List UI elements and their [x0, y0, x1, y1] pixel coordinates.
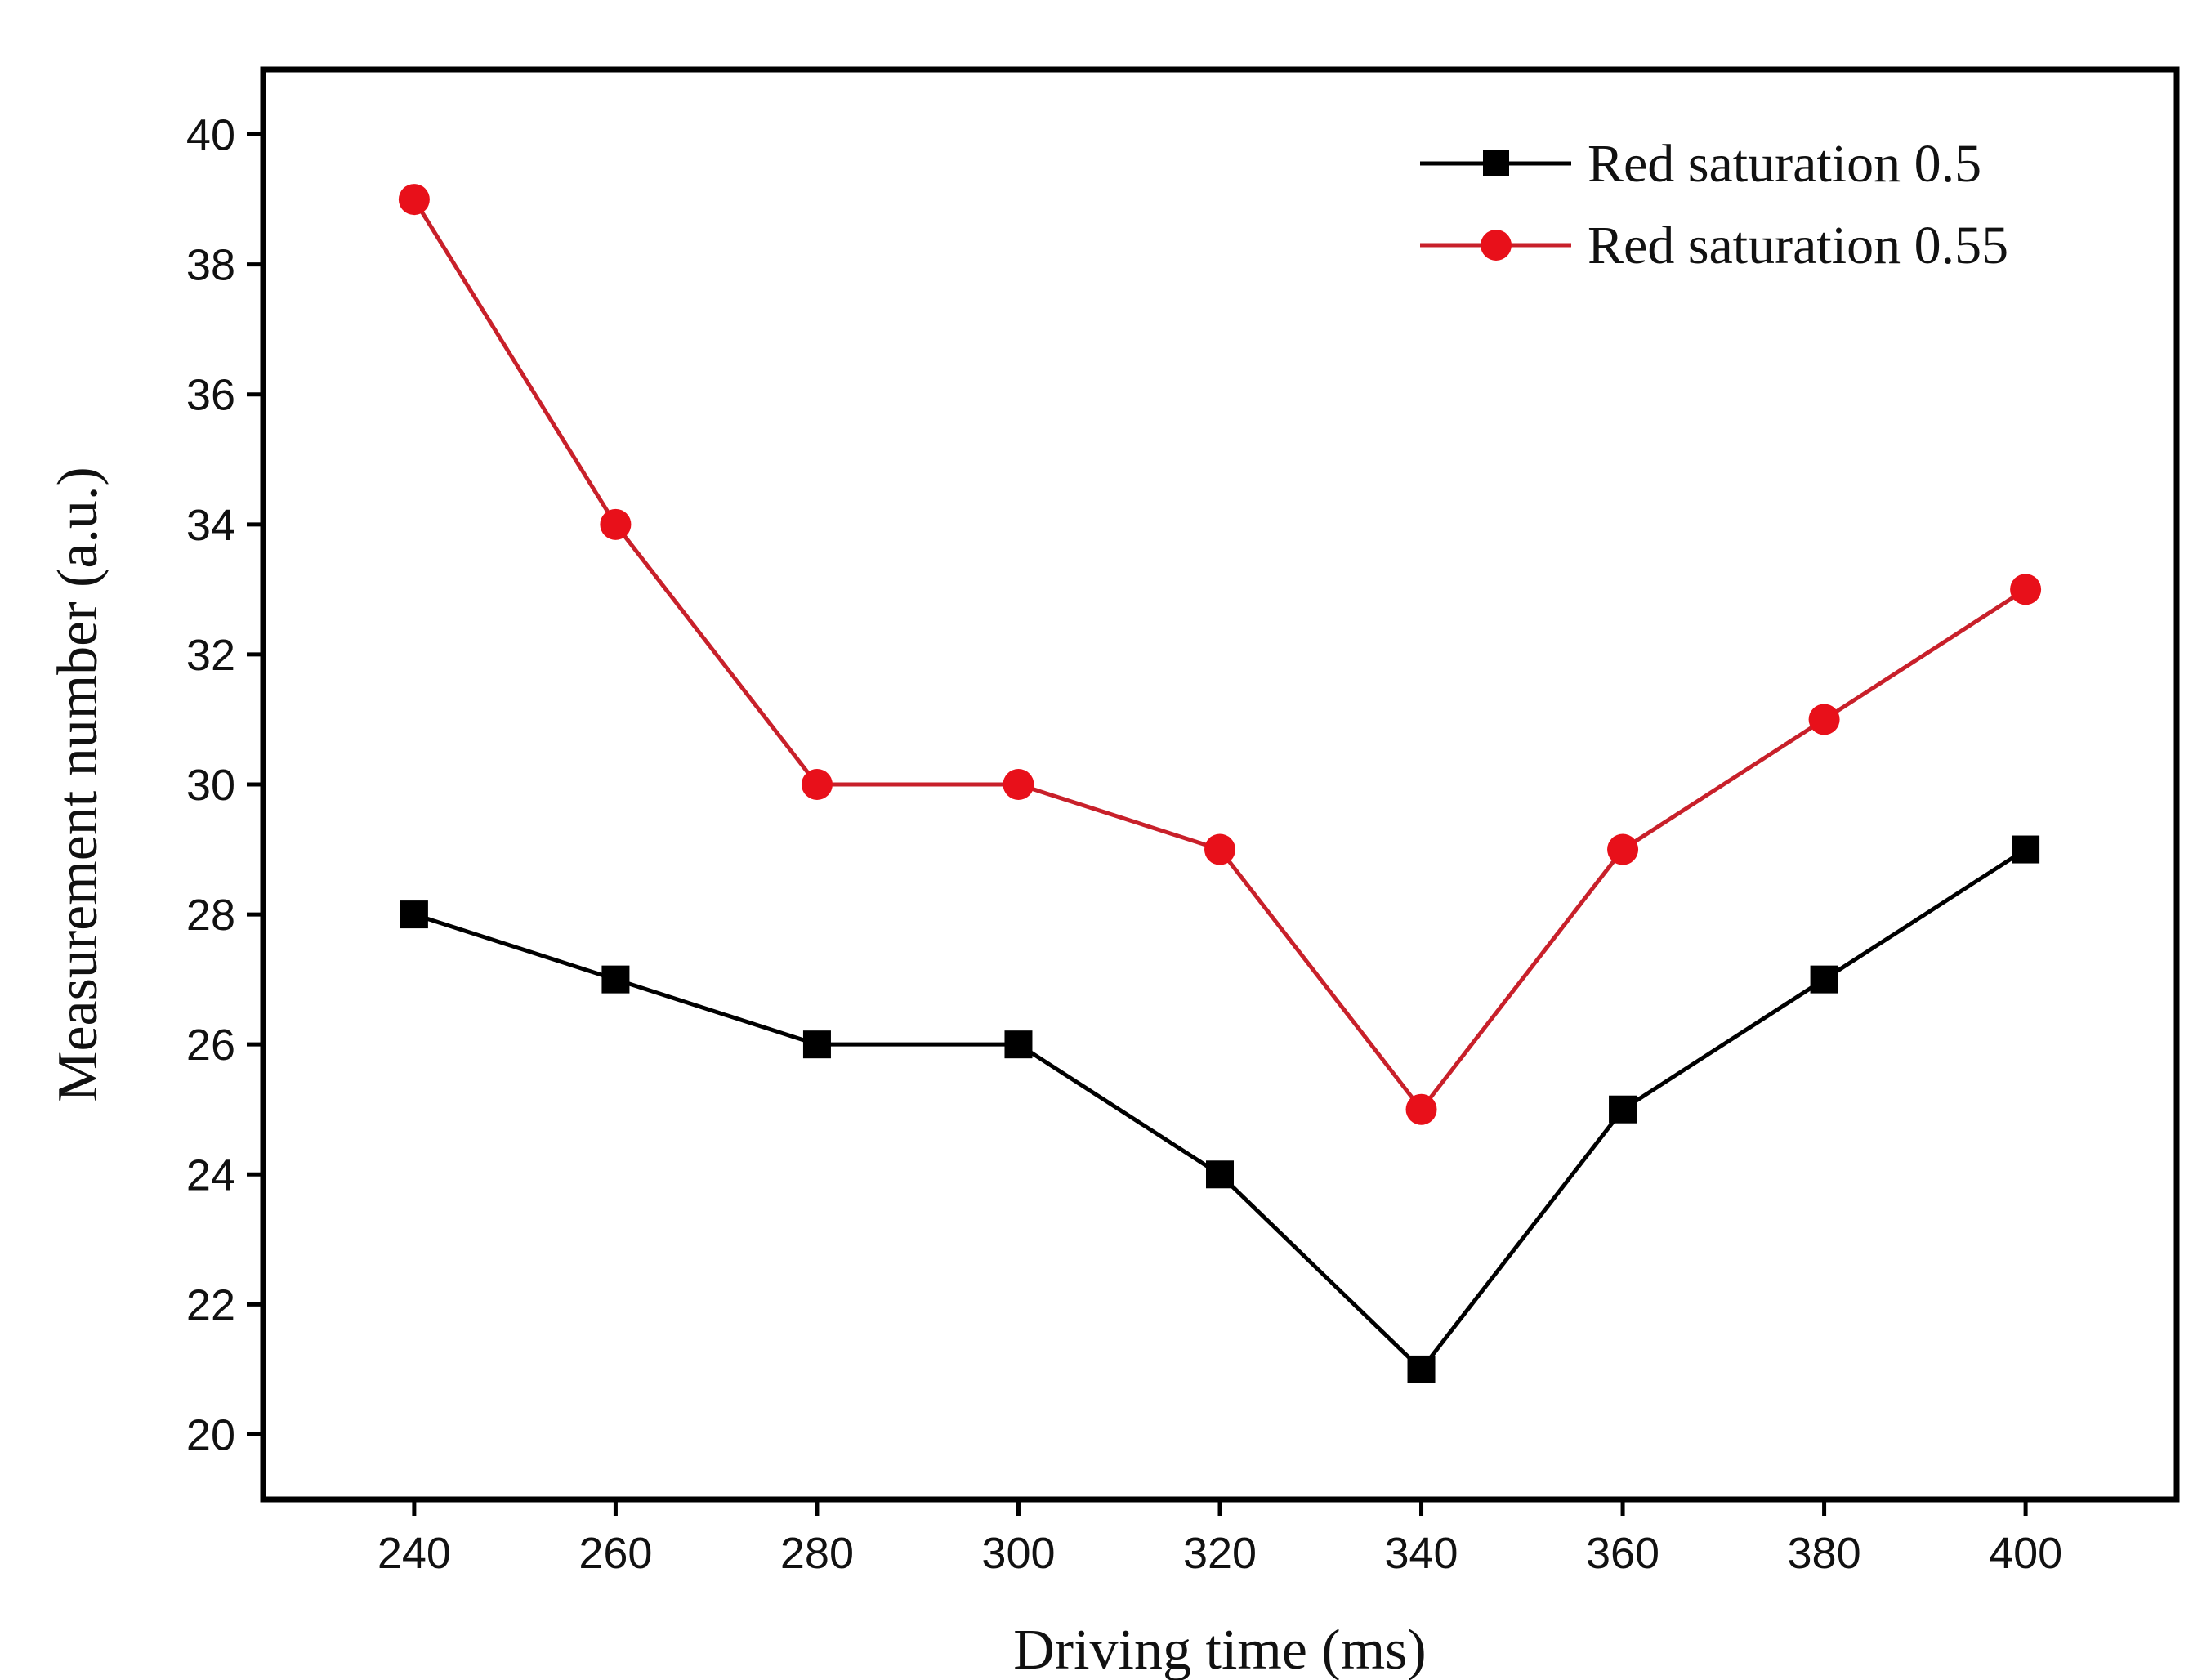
series-0-point-360 — [1609, 1095, 1637, 1124]
x-tick-label: 320 — [1183, 1529, 1257, 1578]
series-0-point-400 — [2012, 835, 2040, 864]
series-1-point-400 — [2010, 574, 2042, 605]
series-0-point-320 — [1206, 1160, 1234, 1189]
legend-label-0: Red saturation 0.5 — [1588, 134, 1981, 194]
legend-marker-1 — [1481, 230, 1512, 261]
x-tick-label: 240 — [377, 1529, 451, 1578]
x-tick-label: 360 — [1586, 1529, 1659, 1578]
series-0-point-260 — [601, 965, 630, 994]
y-tick-label: 26 — [186, 1021, 235, 1070]
series-line-0 — [413, 847, 2027, 1373]
y-tick-label: 40 — [186, 111, 235, 160]
legend: Red saturation 0.5 Red saturation 0.55 — [1420, 134, 2008, 275]
y-tick-label: 28 — [186, 891, 235, 940]
series-0-point-280 — [802, 1030, 831, 1059]
x-tick-label: 280 — [780, 1529, 854, 1578]
y-axis-title: Measurement number (a.u.) — [47, 467, 109, 1102]
series-0-point-300 — [1004, 1030, 1033, 1059]
y-tick-label: 24 — [186, 1151, 235, 1200]
y-tick-label: 32 — [186, 631, 235, 680]
y-tick-label: 30 — [186, 761, 235, 810]
legend-label-1: Red saturation 0.55 — [1588, 216, 2008, 275]
y-tick-label: 38 — [186, 241, 235, 290]
legend-marker-0 — [1483, 150, 1509, 176]
x-tick-label: 260 — [578, 1529, 652, 1578]
plot-frame — [260, 66, 2180, 1503]
series-1-point-340 — [1405, 1093, 1437, 1125]
x-tick-label: 340 — [1384, 1529, 1458, 1578]
series-1-point-360 — [1607, 833, 1639, 865]
series-line-1 — [412, 198, 2027, 1113]
series-1-point-280 — [801, 769, 833, 800]
x-tick-label: 400 — [1989, 1529, 2062, 1578]
y-tick-label: 36 — [186, 371, 235, 420]
series-1-point-380 — [1808, 704, 1840, 735]
series-1-point-320 — [1204, 833, 1235, 865]
series-0-point-240 — [400, 900, 428, 929]
series-1-point-240 — [398, 184, 430, 216]
x-axis-title: Driving time (ms) — [1013, 1619, 1426, 1680]
series-1-point-260 — [600, 508, 632, 540]
y-tick-label: 20 — [186, 1410, 235, 1459]
series-1-point-300 — [1003, 769, 1034, 800]
series-0-point-340 — [1407, 1355, 1436, 1383]
x-tick-label: 380 — [1788, 1529, 1861, 1578]
y-tick-label: 22 — [186, 1280, 235, 1329]
y-tick-label: 34 — [186, 501, 235, 550]
series-0-point-380 — [1810, 965, 1838, 994]
x-tick-label: 300 — [981, 1529, 1055, 1578]
